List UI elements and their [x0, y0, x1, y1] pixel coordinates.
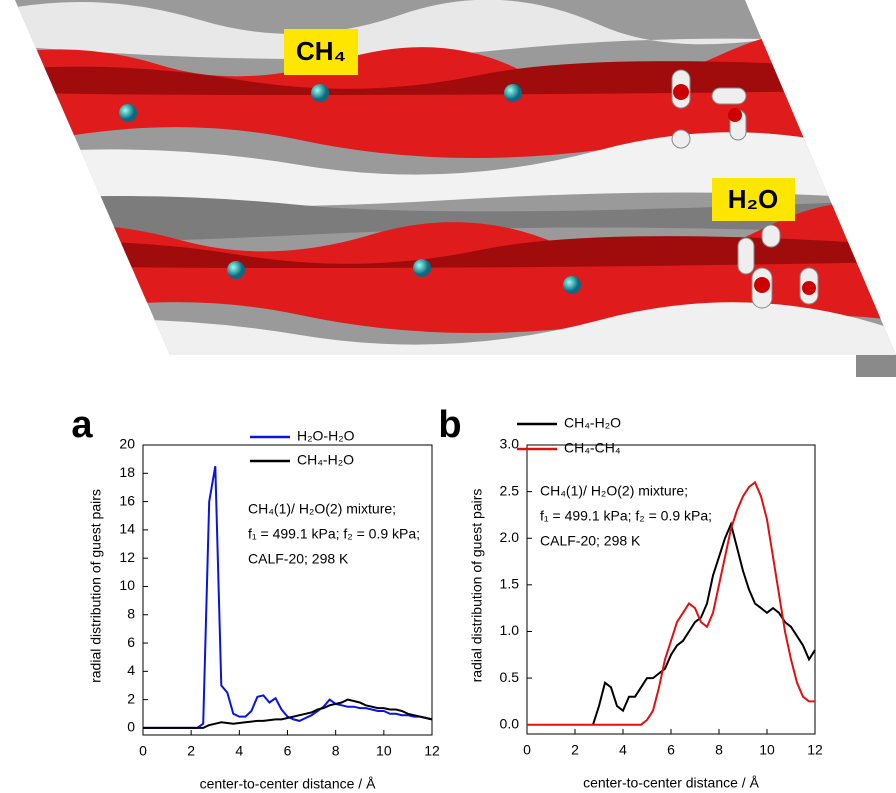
y-tick-label: 2.0 — [500, 529, 520, 545]
y-tick-label: 0 — [127, 719, 135, 735]
y-tick-label: 6 — [127, 634, 135, 650]
y-tick-label: 16 — [119, 492, 135, 508]
x-axis-label: center-to-center distance / Å — [583, 775, 760, 791]
x-tick-label: 12 — [807, 742, 823, 758]
x-tick-label: 8 — [715, 742, 723, 758]
annotation: CH₄(1)/ H₂O(2) mixture; — [540, 483, 688, 499]
y-tick-label: 0.0 — [500, 715, 520, 731]
annotation: f₁ = 499.1 kPa; f₂ = 0.9 kPa; — [248, 526, 420, 542]
legend-label: CH₄-CH₄ — [564, 440, 621, 456]
y-tick-label: 1.5 — [500, 576, 520, 592]
x-tick-label: 2 — [187, 743, 195, 759]
x-tick-label: 6 — [667, 742, 675, 758]
y-tick-label: 14 — [119, 521, 135, 537]
x-tick-label: 12 — [424, 743, 440, 759]
image-label: H₂O — [728, 184, 779, 214]
x-tick-label: 4 — [235, 743, 243, 759]
annotation: CH₄(1)/ H₂O(2) mixture; — [248, 501, 396, 517]
x-axis-label: center-to-center distance / Å — [200, 776, 377, 792]
annotation: CALF-20; 298 K — [540, 533, 641, 549]
panel-label: b — [438, 404, 461, 446]
x-tick-label: 10 — [759, 742, 775, 758]
legend-label: H₂O-H₂O — [297, 428, 355, 444]
y-tick-label: 2 — [127, 690, 135, 706]
figure: CH₄ H₂O 02468101214161820024681012center… — [0, 0, 896, 793]
x-tick-label: 0 — [523, 742, 531, 758]
x-tick-label: 2 — [571, 742, 579, 758]
plot-frame — [143, 445, 432, 735]
x-tick-label: 4 — [619, 742, 627, 758]
y-tick-label: 20 — [119, 436, 135, 452]
y-tick-label: 18 — [119, 464, 135, 480]
y-tick-label: 4 — [127, 662, 135, 678]
y-axis-label: radial distribution of guest pairs — [88, 489, 104, 683]
legend-label: CH₄-H₂O — [564, 415, 621, 431]
image-label: CH₄ — [296, 36, 346, 66]
x-tick-label: 10 — [376, 743, 392, 759]
y-tick-label: 1.0 — [500, 622, 520, 638]
legend-label: CH₄-H₂O — [297, 452, 354, 468]
x-tick-label: 8 — [332, 743, 340, 759]
y-tick-label: 2.5 — [500, 482, 520, 498]
annotation: f₁ = 499.1 kPa; f₂ = 0.9 kPa; — [540, 508, 712, 524]
annotation: CALF-20; 298 K — [248, 551, 349, 567]
y-tick-label: 10 — [119, 577, 135, 593]
y-tick-label: 3.0 — [500, 436, 520, 452]
y-tick-label: 8 — [127, 605, 135, 621]
y-tick-label: 0.5 — [500, 669, 520, 685]
image-fragment — [856, 355, 896, 377]
x-tick-label: 6 — [284, 743, 292, 759]
y-tick-label: 12 — [119, 549, 135, 565]
y-axis-label: radial distribution of guest pairs — [469, 489, 485, 683]
x-tick-label: 0 — [139, 743, 147, 759]
panel-label: a — [71, 404, 93, 446]
